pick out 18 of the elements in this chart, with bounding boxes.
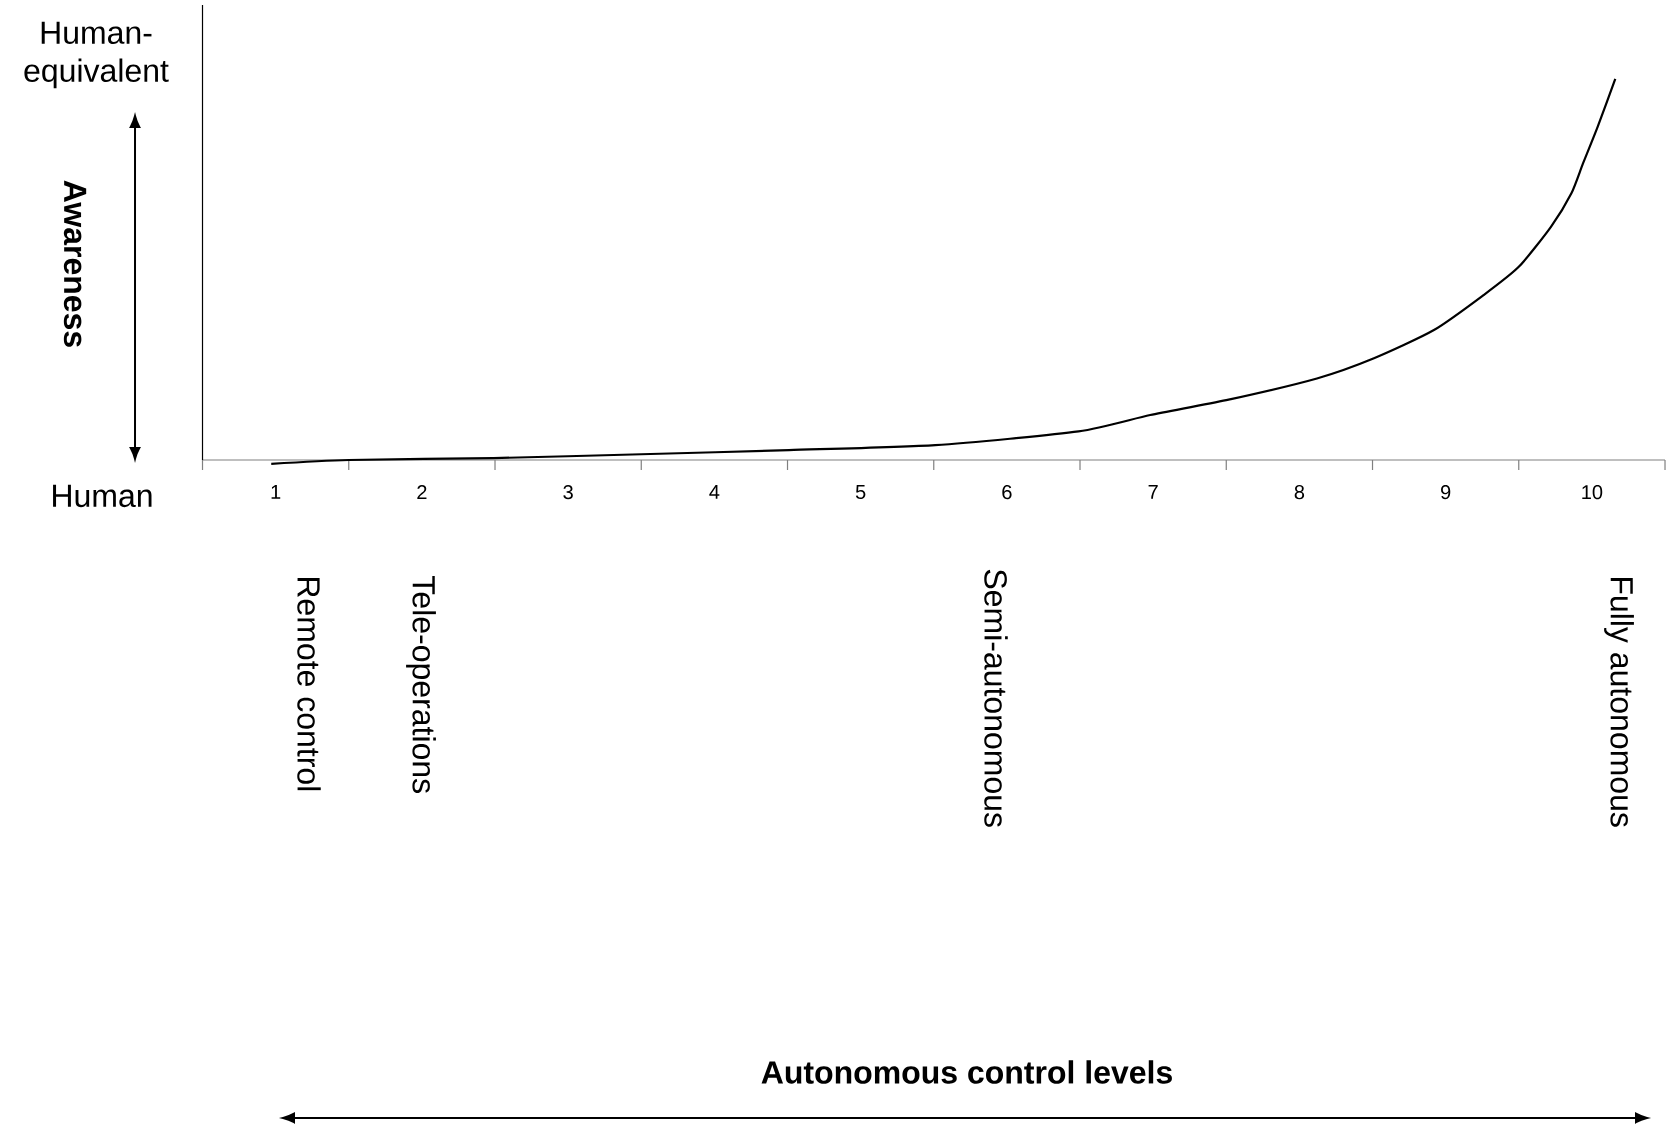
x-tick-label: 6 bbox=[1002, 485, 1012, 500]
text: Autonomous control levels bbox=[761, 1060, 1172, 1084]
text: Semi-autonomous bbox=[984, 569, 1008, 827]
x-tick-label: 1 bbox=[271, 485, 281, 499]
x-tick-label: 5 bbox=[855, 485, 866, 499]
x-tick-label: 9 bbox=[1441, 485, 1451, 500]
x-tick-label: 7 bbox=[1148, 485, 1158, 499]
text: Remote control bbox=[297, 578, 321, 791]
y-axis-title: Awareness bbox=[63, 180, 87, 347]
x-tick-label: 2 bbox=[417, 485, 427, 500]
text: Tele-operations bbox=[406, 576, 436, 793]
text: Human bbox=[53, 484, 152, 508]
x-tick-label: 8 bbox=[1294, 485, 1305, 500]
x-tick-label: 4 bbox=[709, 485, 720, 499]
text: Human-equivalent bbox=[24, 21, 169, 89]
x-tick-label: 3 bbox=[563, 485, 573, 500]
x-tick-label: 10 bbox=[1582, 485, 1603, 500]
text: Fully autonomous bbox=[1604, 578, 1634, 827]
